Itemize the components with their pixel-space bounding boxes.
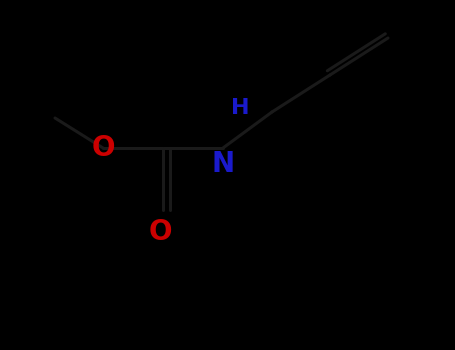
Text: H: H (231, 98, 249, 118)
Text: N: N (212, 150, 235, 178)
Text: O: O (148, 218, 172, 246)
Text: O: O (91, 134, 115, 162)
